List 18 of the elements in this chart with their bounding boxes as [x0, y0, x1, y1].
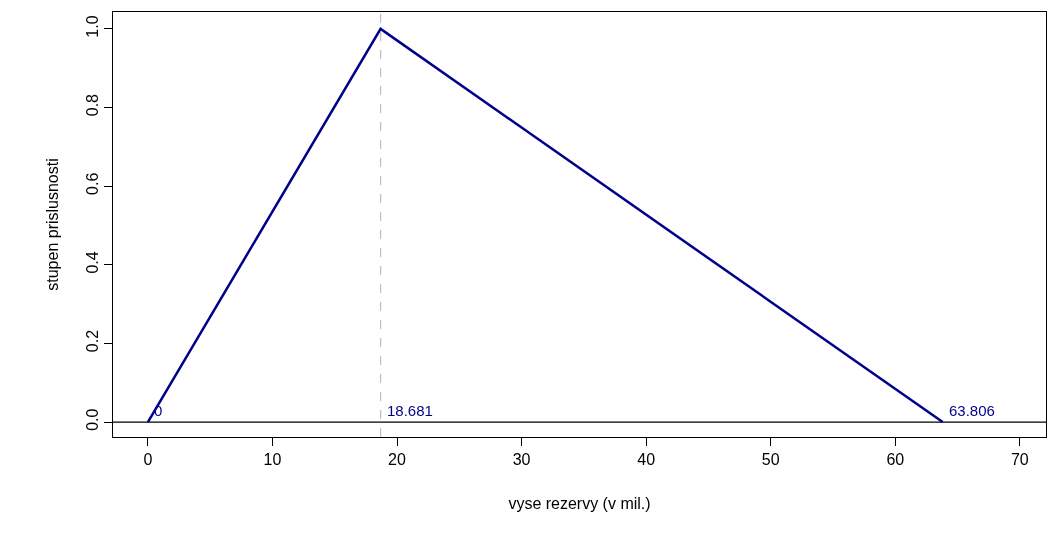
- x-tick-label: 0: [143, 451, 153, 469]
- y-tick-label: 0.6: [83, 172, 101, 195]
- y-tick-label: 0.0: [83, 408, 101, 431]
- y-axis-title: stupen prislusnosti: [44, 158, 62, 291]
- annotation: 63.806: [949, 402, 995, 419]
- y-tick-label: 1.0: [83, 15, 101, 38]
- x-tick-label: 70: [1010, 451, 1029, 469]
- x-tick-label: 30: [512, 451, 531, 469]
- annotation: 18.681: [387, 402, 433, 419]
- y-tick-label: 0.8: [83, 93, 101, 117]
- x-axis-title: vyse rezervy (v mil.): [508, 494, 651, 512]
- x-tick-label: 20: [388, 451, 407, 469]
- x-tick-label: 40: [637, 451, 656, 469]
- x-tick-label: 60: [886, 451, 905, 469]
- x-tick-label: 50: [761, 451, 780, 469]
- x-tick-label: 10: [263, 451, 282, 469]
- y-tick-label: 0.2: [83, 329, 101, 353]
- y-tick-label: 0.4: [83, 251, 101, 274]
